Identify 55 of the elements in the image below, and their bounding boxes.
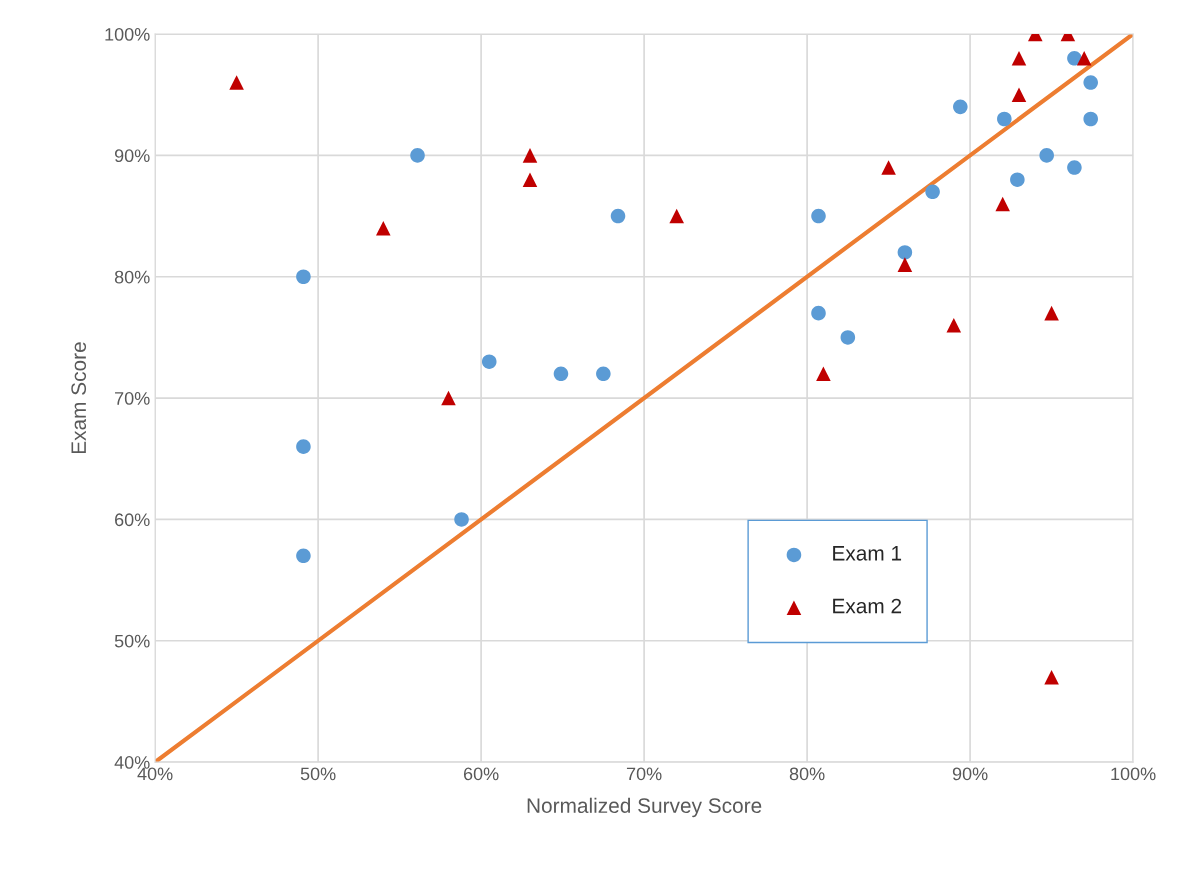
point	[1039, 148, 1054, 163]
y-tick-label: 60%	[115, 513, 150, 527]
point	[946, 318, 962, 333]
point	[953, 99, 968, 115]
point	[410, 148, 425, 163]
point	[296, 548, 311, 564]
point	[995, 196, 1010, 212]
x-tick-label: 100%	[1111, 767, 1156, 781]
point	[997, 111, 1012, 127]
point	[610, 208, 626, 224]
point	[811, 208, 826, 224]
point	[840, 330, 856, 345]
point	[1083, 111, 1098, 127]
point	[1010, 172, 1025, 187]
y-axis-title: Exam Score	[71, 342, 87, 454]
point	[1076, 51, 1092, 66]
point	[897, 245, 913, 260]
point	[296, 269, 311, 285]
y-tick-label: 90%	[114, 149, 150, 163]
x-tick-label: 60%	[463, 767, 499, 781]
x-tick-label: 90%	[952, 767, 988, 781]
point	[1011, 87, 1027, 102]
point	[296, 439, 311, 454]
point	[1044, 305, 1059, 321]
point	[897, 257, 913, 272]
point	[454, 512, 469, 527]
x-tick-label: 50%	[300, 767, 336, 781]
point	[1011, 51, 1027, 66]
y-tick-label: 100%	[105, 27, 150, 41]
x-tick-label: 80%	[789, 767, 825, 781]
legend-label: Exam 2	[833, 598, 902, 614]
point	[1067, 160, 1082, 175]
point	[881, 160, 896, 175]
x-tick-label: 70%	[626, 767, 662, 781]
point	[1044, 669, 1059, 685]
point	[481, 354, 497, 369]
y-tick-label: 70%	[115, 392, 150, 405]
point	[522, 148, 538, 163]
point	[522, 172, 538, 187]
point	[553, 366, 569, 382]
point	[925, 184, 940, 200]
point	[441, 390, 456, 406]
y-tick-label: 40%	[114, 756, 150, 769]
point	[811, 305, 826, 321]
x-axis-title: Normalized Survey Score	[527, 797, 762, 818]
y-tick-label: 50%	[114, 634, 150, 648]
point	[669, 208, 684, 224]
point	[596, 366, 611, 382]
point	[229, 75, 244, 90]
point	[1083, 75, 1098, 90]
y-tick-label: 80%	[114, 270, 150, 284]
legend-label: Exam 1	[833, 546, 902, 561]
x-tick-label: 40%	[137, 767, 173, 781]
point	[376, 220, 391, 236]
point	[816, 366, 831, 382]
